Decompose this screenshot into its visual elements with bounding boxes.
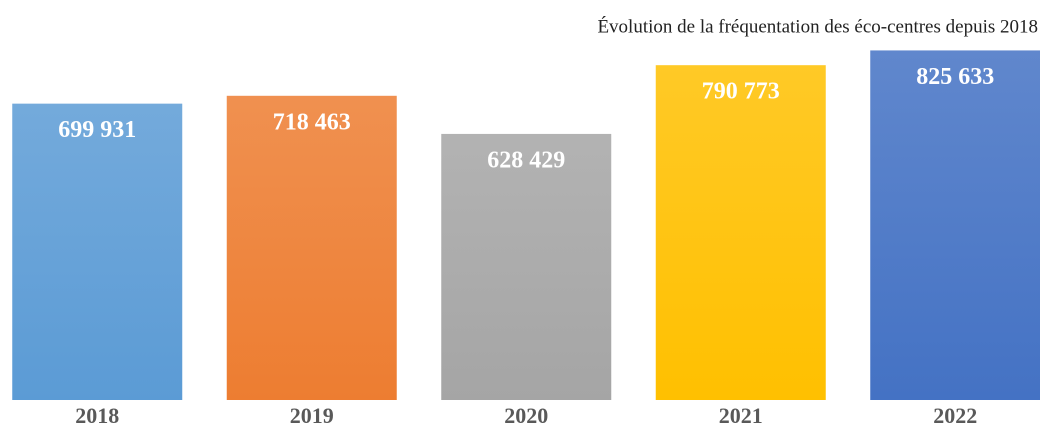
value-label: 790 773	[702, 79, 780, 105]
value-label: 718 463	[273, 109, 351, 135]
x-tick-label: 2018	[75, 403, 119, 428]
bar	[12, 103, 183, 400]
bar	[441, 133, 612, 401]
x-tick-label: 2020	[504, 403, 548, 428]
value-label: 628 429	[487, 147, 565, 173]
x-tick-label: 2019	[290, 403, 334, 428]
value-label: 699 931	[58, 117, 136, 143]
chart-title: Évolution de la fréquentation des éco-ce…	[597, 15, 1038, 37]
x-tick-label: 2022	[933, 403, 977, 428]
bar	[655, 65, 826, 400]
value-label: 825 633	[916, 64, 994, 90]
bar	[870, 50, 1040, 401]
bar	[226, 95, 397, 400]
x-tick-label: 2021	[719, 403, 763, 428]
